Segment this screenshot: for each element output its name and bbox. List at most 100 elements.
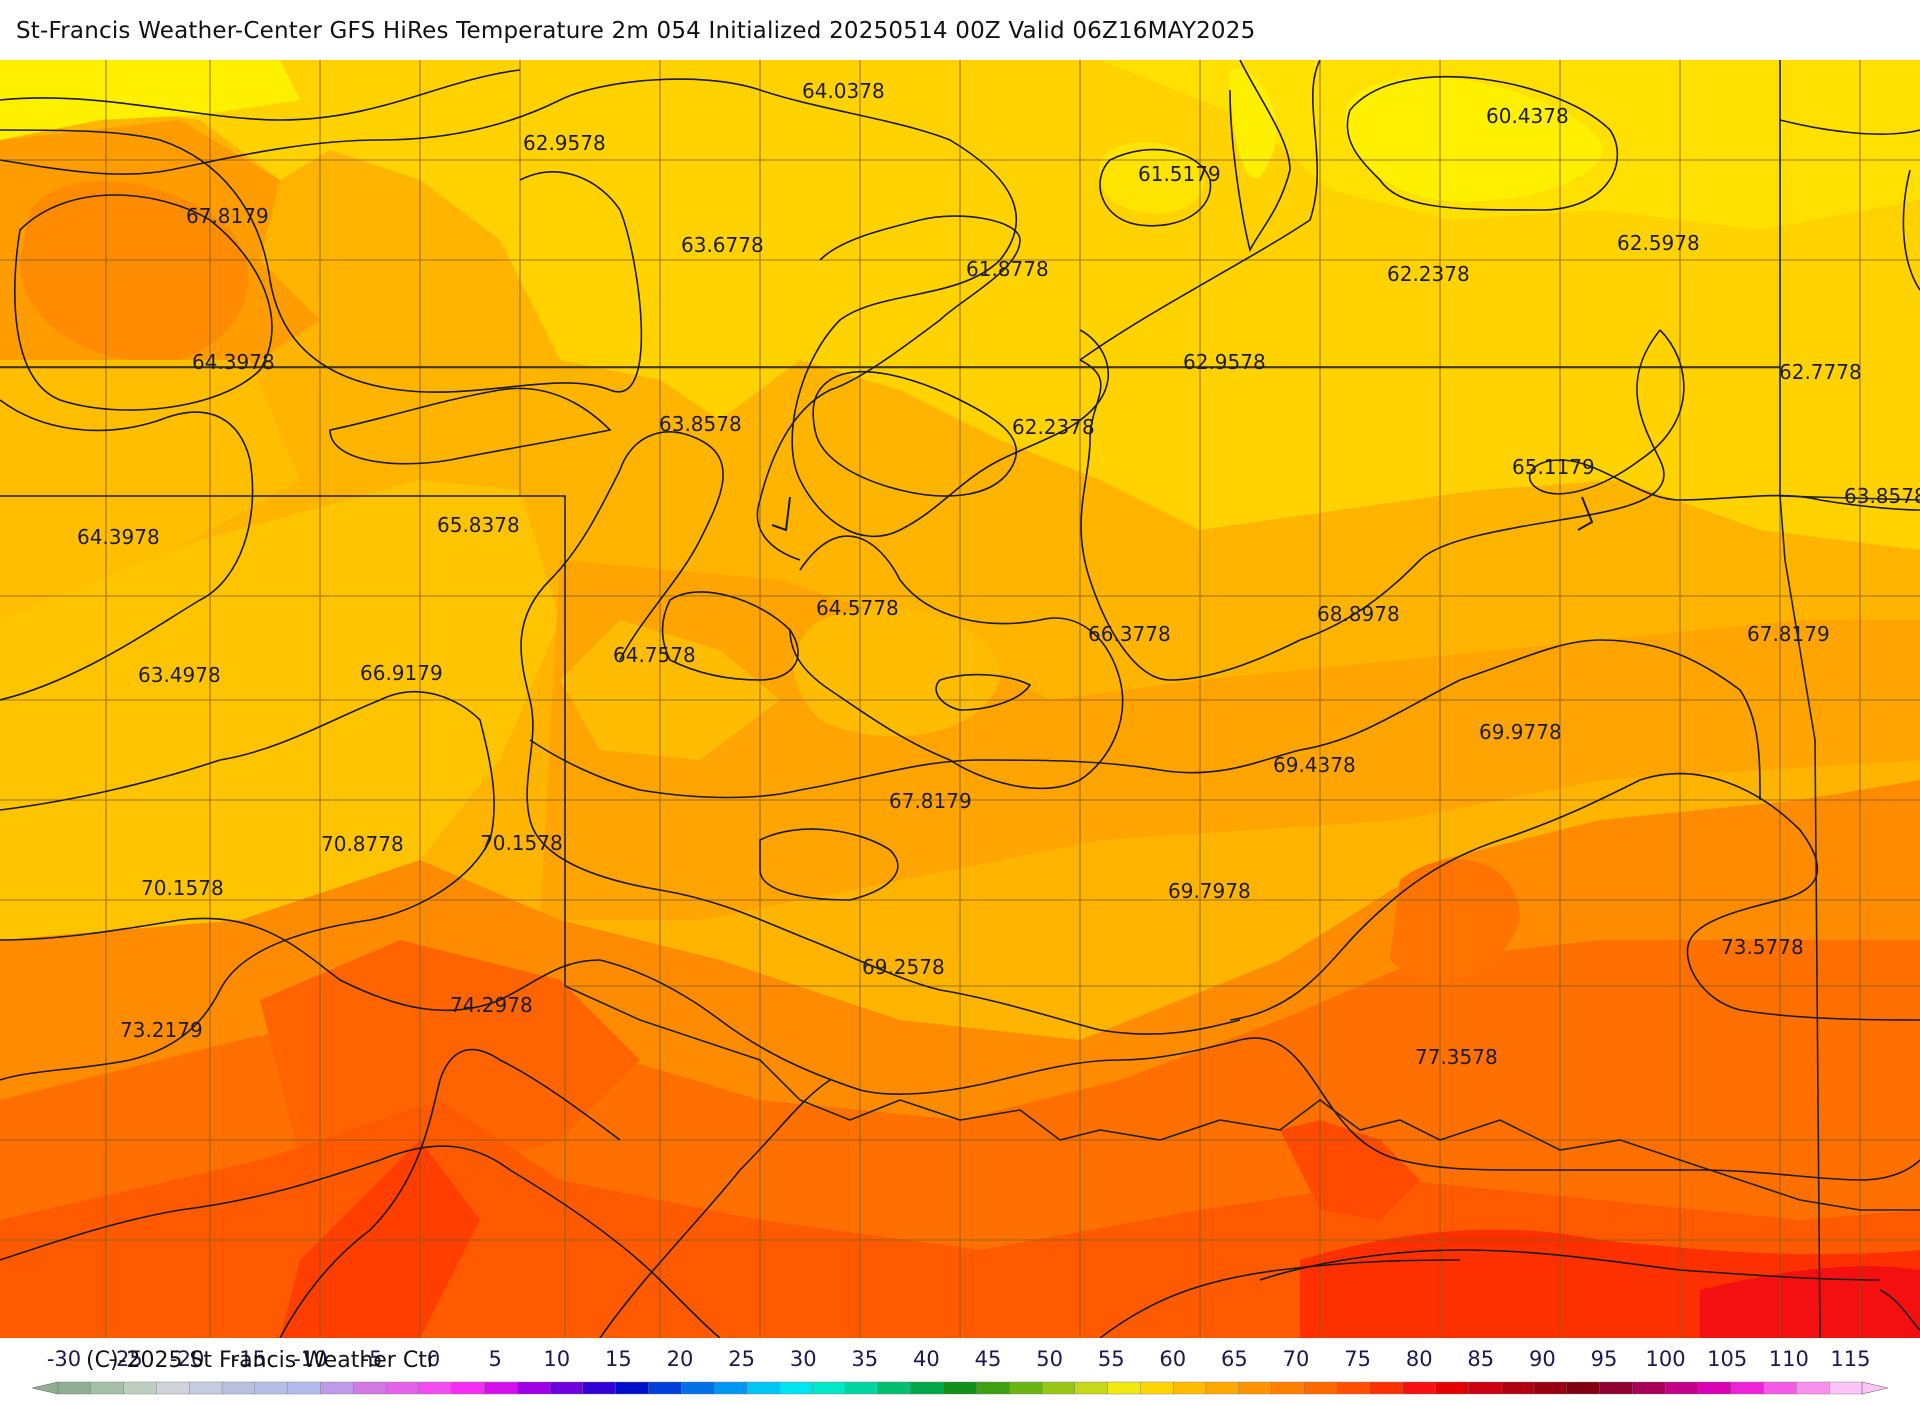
isotherm-contours [0,60,1920,1338]
colorbar-tick-label: -30 [47,1347,81,1371]
colorbar-tick-label: 75 [1344,1347,1371,1371]
colorbar-swatch [1468,1381,1502,1395]
contour-label: 66.3778 [1088,622,1171,646]
contour-label: 64.0378 [802,79,885,103]
colorbar-tick-label: 60 [1159,1347,1186,1371]
colorbar-tick-label: 0 [427,1347,440,1371]
contour-label: 69.7978 [1168,879,1251,903]
contour-label: 69.9778 [1479,720,1562,744]
colorbar-swatch [1238,1381,1273,1395]
colorbar-swatch [484,1381,518,1395]
contour-label: 68.8978 [1317,602,1400,626]
colorbar-swatch [221,1381,256,1395]
colorbar-tick-label: 95 [1591,1347,1618,1371]
colorbar-tick-label: -20 [170,1347,204,1371]
contour-label: 73.2179 [120,1018,203,1042]
map-title: St-Francis Weather-Center GFS HiRes Temp… [16,18,1256,44]
colorbar-swatch [648,1381,682,1395]
colorbar-swatch [1336,1381,1371,1395]
colorbar-swatch [1435,1381,1470,1395]
colorbar-swatch [1009,1381,1043,1395]
contour-label: 62.9578 [1183,350,1266,374]
colorbar-swatch [877,1381,912,1395]
colorbar-swatch [1730,1381,1765,1395]
colorbar-swatch [943,1381,978,1395]
colorbar-swatch [1632,1381,1666,1395]
colorbar-tick-label: 30 [790,1347,817,1371]
contour-label: 62.2378 [1012,415,1095,439]
contour-label: 73.5778 [1721,935,1804,959]
colorbar-tick-label: 90 [1529,1347,1556,1371]
contour-label: 70.1578 [141,876,224,900]
contour-label: 64.3978 [192,350,275,374]
colorbar-swatch [1599,1381,1634,1395]
colorbar-swatch [57,1381,92,1395]
colorbar-max-arrow [1861,1381,1889,1395]
contour-label: 61.8778 [966,257,1049,281]
colorbar-swatch [549,1381,584,1395]
colorbar-swatches [31,1381,1889,1395]
colorbar-swatch [1763,1381,1798,1395]
contour-label: 74.2978 [450,993,533,1017]
colorbar-swatch [976,1381,1010,1395]
colorbar-swatch [1205,1381,1240,1395]
colorbar-tick-label: 50 [1036,1347,1063,1371]
colorbar-swatch [713,1381,748,1395]
colorbar-swatch [188,1381,223,1395]
contour-label: 67.8179 [889,789,972,813]
colorbar-tick-label: 100 [1646,1347,1686,1371]
colorbar-swatch [582,1381,617,1395]
colorbar-tick-label: 45 [975,1347,1002,1371]
contour-label-group: 64.0378 62.9578 61.5179 60.4378 67.8179 … [77,79,1920,1069]
colorbar-swatch [1796,1381,1830,1395]
contour-label: 69.2578 [862,955,945,979]
contour-label: 63.6778 [681,233,764,257]
copyright-notice: (C)-2025 St Francis Weather Ctr [86,1348,436,1373]
contour-label: 77.3578 [1415,1045,1498,1069]
colorbar-swatch [615,1381,650,1395]
contour-label: 65.1179 [1512,455,1595,479]
colorbar-tick-label: 115 [1830,1347,1870,1371]
colorbar-swatch [1500,1381,1535,1395]
contour-label: 69.4378 [1273,753,1356,777]
colorbar-swatch [1828,1381,1863,1395]
colorbar-swatch [1041,1381,1076,1395]
colorbar-swatch [1697,1381,1732,1395]
colorbar-swatch [353,1381,387,1395]
contour-label: 70.1578 [480,831,563,855]
colorbar-swatch [1271,1381,1306,1395]
colorbar-swatch [123,1381,158,1395]
colorbar-swatch [1369,1381,1404,1395]
contour-label: 63.4978 [138,663,221,687]
colorbar-tick-label: 110 [1769,1347,1809,1371]
colorbar-tick-label: 70 [1283,1347,1310,1371]
colorbar-swatch [1140,1381,1174,1395]
contour-label: 65.8378 [437,513,520,537]
colorbar-tick-label: 65 [1221,1347,1248,1371]
colorbar-swatch [517,1381,551,1395]
contour-label: 61.5179 [1138,162,1221,186]
colorbar-min-arrow [31,1381,59,1395]
colorbar-swatch [1566,1381,1601,1395]
colorbar-tick-label: -25 [108,1347,142,1371]
colorbar-swatch [1107,1381,1142,1395]
colorbar-swatch [910,1381,945,1395]
contour-label: 70.8778 [321,832,404,856]
colorbar-swatch [1074,1381,1109,1395]
colorbar-swatch [385,1381,420,1395]
colorbar-swatch [845,1381,879,1395]
contour-label: 67.8179 [1747,622,1830,646]
temperature-colorbar: -30 -25 -20 -15 -10 -5 0 5 10 15 20 25 30 35 40 45 50 55 6… [0,1338,1920,1400]
temperature-map: 64.0378 62.9578 61.5179 60.4378 67.8179 … [0,60,1920,1338]
colorbar-tick-label: 15 [605,1347,632,1371]
contour-label: 64.3978 [77,525,160,549]
colorbar-swatch [90,1381,125,1395]
colorbar-tick-label: 105 [1707,1347,1747,1371]
colorbar-swatch [1533,1381,1568,1395]
colorbar-swatch [812,1381,846,1395]
wind-barbs [771,496,1594,532]
colorbar-tick-label: 85 [1467,1347,1494,1371]
colorbar-swatch [287,1381,322,1395]
colorbar-swatch [1172,1381,1207,1395]
colorbar-tick-labels: -30 -25 -20 -15 -10 -5 0 5 10 15 20 25 30 35 40 45 50 55 6… [47,1347,1871,1371]
